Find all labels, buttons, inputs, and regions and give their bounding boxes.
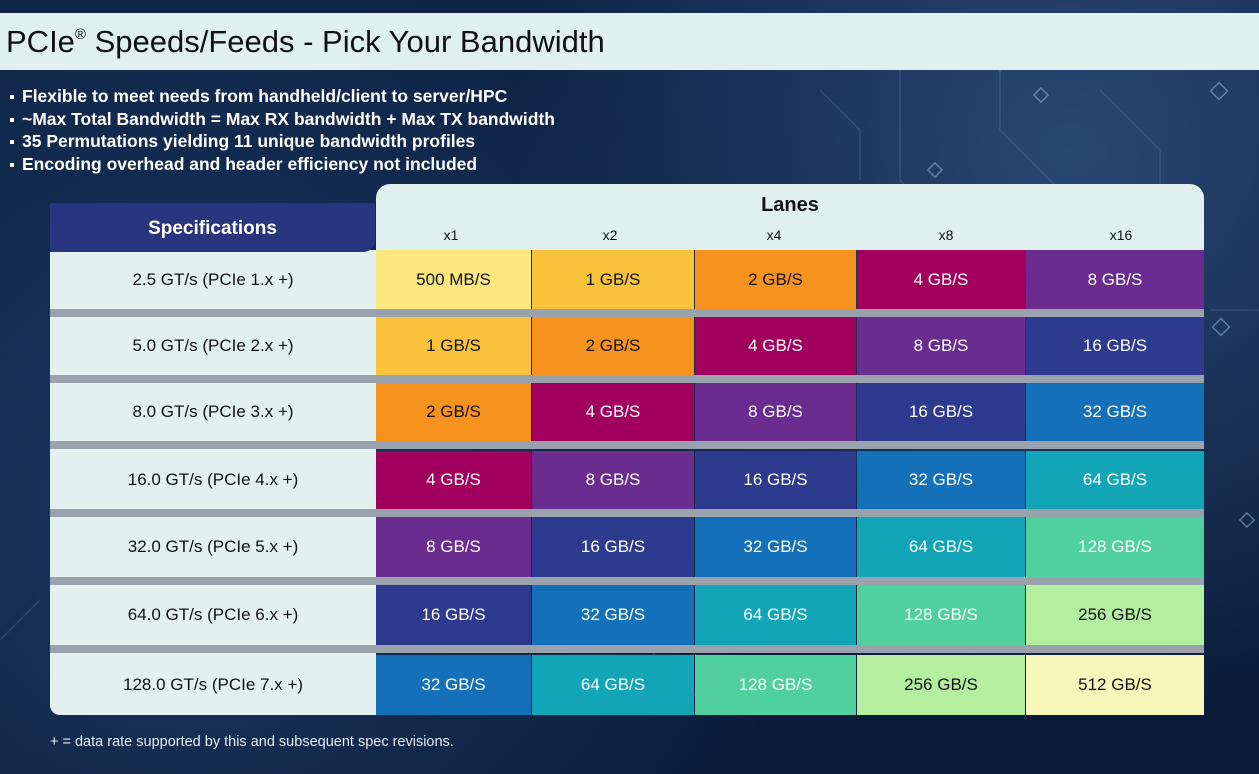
bandwidth-cell: 64 GB/S	[1026, 451, 1204, 509]
bandwidth-cell: 8 GB/S	[532, 451, 694, 509]
lane-label-x2: x2	[602, 227, 618, 243]
bandwidth-cell: 4 GB/S	[376, 451, 531, 509]
bandwidth-cell: 16 GB/S	[376, 585, 531, 645]
bandwidth-cell: 32 GB/S	[695, 517, 856, 577]
lane-label-x1: x1	[443, 227, 459, 243]
bandwidth-cell: 32 GB/S	[376, 655, 531, 715]
bullet-icon	[10, 140, 14, 145]
spec-row-label: 64.0 GT/s (PCIe 6.x +)	[127, 605, 299, 624]
row-separator	[50, 441, 1204, 449]
page-title: PCIe® Speeds/Feeds - Pick Your Bandwidth	[6, 24, 605, 59]
bandwidth-cell: 1 GB/S	[376, 317, 531, 375]
bandwidth-cell: 128 GB/S	[1026, 517, 1204, 577]
bandwidth-cell: 128 GB/S	[695, 655, 856, 715]
bandwidth-cell: 8 GB/S	[1026, 250, 1204, 309]
bandwidth-cell: 256 GB/S	[857, 655, 1025, 715]
bandwidth-cell: 32 GB/S	[1026, 383, 1204, 441]
registered-mark: ®	[74, 26, 86, 43]
bullet-icon	[10, 162, 14, 167]
bandwidth-cell: 128 GB/S	[857, 585, 1025, 645]
bandwidth-cell: 2 GB/S	[376, 383, 531, 441]
spec-row-label: 32.0 GT/s (PCIe 5.x +)	[127, 537, 299, 556]
bullet-icon	[10, 117, 14, 122]
bullet-item: 35 Permutations yielding 11 unique bandw…	[10, 130, 555, 153]
bandwidth-cell: 2 GB/S	[532, 317, 694, 375]
bandwidth-cell: 16 GB/S	[532, 517, 694, 577]
row-separator	[50, 309, 1204, 317]
specifications-header: Specifications	[50, 203, 375, 252]
row-separator	[50, 577, 1204, 585]
bandwidth-cell: 32 GB/S	[857, 451, 1025, 509]
bandwidth-cell: 8 GB/S	[857, 317, 1025, 375]
lane-label-x8: x8	[938, 227, 954, 243]
bandwidth-cell: 16 GB/S	[1026, 317, 1204, 375]
bandwidth-cell: 4 GB/S	[532, 383, 694, 441]
title-bar	[0, 13, 1259, 70]
row-separator	[50, 645, 1204, 653]
lanes-title: Lanes	[761, 194, 819, 216]
bandwidth-cell: 4 GB/S	[695, 317, 856, 375]
bandwidth-cell: 16 GB/S	[695, 451, 856, 509]
bandwidth-cell: 8 GB/S	[376, 517, 531, 577]
spec-row-label: 2.5 GT/s (PCIe 1.x +)	[132, 270, 294, 289]
bandwidth-cell: 32 GB/S	[532, 585, 694, 645]
spec-column-panel	[50, 250, 376, 715]
bandwidth-cell: 4 GB/S	[857, 250, 1025, 309]
bandwidth-cell: 64 GB/S	[695, 585, 856, 645]
bandwidth-cell: 64 GB/S	[532, 655, 694, 715]
bandwidth-cell: 2 GB/S	[695, 250, 856, 309]
spec-row-label: 5.0 GT/s (PCIe 2.x +)	[132, 336, 294, 355]
footnote: + = data rate supported by this and subs…	[50, 734, 454, 750]
bandwidth-cell: 8 GB/S	[695, 383, 856, 441]
bandwidth-cell: 64 GB/S	[857, 517, 1025, 577]
bandwidth-cell: 256 GB/S	[1026, 585, 1204, 645]
bandwidth-cell: 1 GB/S	[532, 250, 694, 309]
spec-row-label: 8.0 GT/s (PCIe 3.x +)	[132, 402, 294, 421]
bullet-item: Flexible to meet needs from handheld/cli…	[10, 85, 555, 108]
lanes-header: Lanes x1 x2 x4 x8 x16	[376, 184, 1204, 250]
lane-label-x16: x16	[1109, 227, 1133, 243]
lane-label-x4: x4	[766, 227, 782, 243]
row-separator	[50, 509, 1204, 517]
bullet-item: ~Max Total Bandwidth = Max RX bandwidth …	[10, 108, 555, 131]
bandwidth-cell: 500 MB/S	[376, 250, 531, 309]
bandwidth-cell: 512 GB/S	[1026, 655, 1204, 715]
spec-row-label: 16.0 GT/s (PCIe 4.x +)	[127, 470, 299, 489]
row-separator	[50, 375, 1204, 383]
bandwidth-cell: 16 GB/S	[857, 383, 1025, 441]
bullet-icon	[10, 95, 14, 100]
spec-row-label: 128.0 GT/s (PCIe 7.x +)	[123, 675, 303, 694]
bullet-item: Encoding overhead and header efficiency …	[10, 153, 555, 176]
bullet-list: Flexible to meet needs from handheld/cli…	[10, 85, 555, 175]
